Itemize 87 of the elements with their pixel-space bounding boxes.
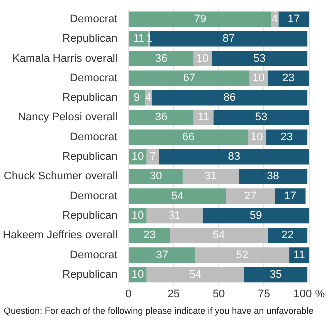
data-label: 53 xyxy=(254,52,266,65)
data-label: 67 xyxy=(183,72,196,84)
bar xyxy=(129,130,248,146)
data-label: 23 xyxy=(144,230,156,242)
bar xyxy=(129,12,272,28)
data-label: 36 xyxy=(155,52,168,65)
bar xyxy=(129,110,194,126)
data-label: 53 xyxy=(255,112,268,124)
data-label: 31 xyxy=(204,170,218,183)
data-label: 11 xyxy=(198,112,210,124)
bar xyxy=(268,70,310,86)
data-label: 11 xyxy=(133,33,145,46)
data-label: 66 xyxy=(182,131,195,144)
data-label: 10 xyxy=(250,131,264,144)
x-tick-label: 25 xyxy=(168,288,180,300)
data-label: 36 xyxy=(155,112,168,124)
data-label: 23 xyxy=(280,131,293,144)
bar xyxy=(275,188,306,204)
bar xyxy=(129,188,226,204)
data-label: 31 xyxy=(168,210,181,222)
bar xyxy=(214,110,310,126)
bar xyxy=(226,188,276,204)
data-label: 10 xyxy=(252,72,265,84)
bar xyxy=(266,130,308,146)
data-label: 86 xyxy=(224,92,236,104)
data-label: 11 xyxy=(294,249,306,262)
data-label: 35 xyxy=(270,269,282,282)
bar xyxy=(202,208,310,224)
data-label: 22 xyxy=(282,230,294,242)
data-label: 38 xyxy=(267,170,280,183)
bar xyxy=(182,169,239,184)
bar xyxy=(146,208,203,224)
bar xyxy=(196,248,290,263)
y-tick-label: Republican xyxy=(62,269,118,282)
data-label: 4 xyxy=(272,13,278,26)
y-tick-label: Republican xyxy=(62,92,118,104)
bar xyxy=(129,51,194,66)
bar xyxy=(212,51,308,66)
data-label: 9 xyxy=(134,92,140,104)
data-label: 54 xyxy=(172,190,184,202)
data-label: 30 xyxy=(150,170,162,183)
y-tick-label: Democrat xyxy=(70,190,118,202)
bar xyxy=(129,248,196,263)
bar xyxy=(129,70,250,86)
y-tick-label: Chuck Schumer overall xyxy=(4,170,118,183)
data-label: 79 xyxy=(194,13,206,26)
data-label: 7 xyxy=(150,151,156,164)
data-label: 23 xyxy=(282,72,295,84)
x-tick-label: 0 xyxy=(126,288,132,300)
data-label: 4 xyxy=(146,92,152,104)
data-label: 27 xyxy=(244,190,257,202)
data-label: 10 xyxy=(132,151,144,164)
x-tick-label: 75 xyxy=(258,288,270,300)
data-label: 54 xyxy=(189,269,202,282)
data-label: 10 xyxy=(132,210,144,222)
bar xyxy=(159,149,310,165)
y-tick-label: Democrat xyxy=(70,249,118,262)
data-label: 59 xyxy=(250,210,262,222)
bar xyxy=(146,267,244,283)
y-tick-label: Republican xyxy=(62,151,118,164)
text: Question: For each of the following please indicate if you have an unfavorable xyxy=(3,305,315,318)
y-tick-label: Democrat xyxy=(70,72,118,84)
bar xyxy=(244,267,308,283)
data-label: 10 xyxy=(132,269,144,282)
y-tick-label: Republican xyxy=(62,33,118,46)
data-label: 52 xyxy=(236,249,249,262)
data-label: 87 xyxy=(222,33,236,46)
bar xyxy=(268,228,308,244)
data-label: 10 xyxy=(196,52,209,65)
x-tick-label: 100 % xyxy=(294,288,326,300)
x-tick-label: 50 xyxy=(212,288,226,300)
y-tick-label: Hakeem Jeffries overall xyxy=(3,230,118,242)
y-tick-label: Democrat xyxy=(70,131,118,144)
data-label: 17 xyxy=(288,13,300,26)
data-label: 37 xyxy=(156,249,169,262)
bar xyxy=(129,169,183,184)
data-label: 17 xyxy=(284,190,297,202)
bar xyxy=(170,228,268,244)
bar xyxy=(129,228,170,244)
y-tick-label: Kamala Harris overall xyxy=(12,52,118,65)
data-label: 83 xyxy=(228,151,241,164)
y-tick-label: Nancy Pelosi overall xyxy=(18,112,118,124)
bar xyxy=(152,90,308,106)
data-label: 54 xyxy=(212,230,226,242)
y-tick-label: Democrat xyxy=(70,13,118,26)
bar xyxy=(238,169,308,184)
y-tick-label: Republican xyxy=(62,210,118,222)
